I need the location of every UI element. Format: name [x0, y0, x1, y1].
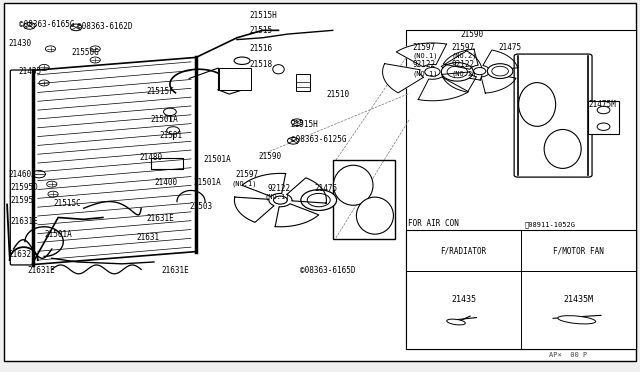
Text: 21475: 21475 — [315, 184, 338, 193]
Text: 21501: 21501 — [159, 131, 182, 141]
Text: 21590: 21590 — [461, 30, 484, 39]
Circle shape — [301, 190, 337, 211]
Text: (NO.2): (NO.2) — [452, 70, 477, 77]
Text: (NO.1): (NO.1) — [232, 180, 257, 187]
Polygon shape — [383, 64, 424, 93]
Circle shape — [273, 196, 287, 204]
Bar — [406, 31, 636, 349]
Text: 21400: 21400 — [154, 178, 177, 187]
Text: (NO.1): (NO.1) — [264, 194, 290, 201]
Text: 21460J: 21460J — [8, 170, 36, 179]
Text: 21550G: 21550G — [71, 48, 99, 57]
Text: (NO.1): (NO.1) — [413, 70, 438, 77]
Text: (NO.2): (NO.2) — [452, 52, 477, 59]
Bar — [588, 101, 619, 134]
Text: 21435: 21435 — [19, 67, 42, 76]
Polygon shape — [234, 197, 274, 222]
Polygon shape — [242, 173, 285, 196]
Text: ©08363-6162D: ©08363-6162D — [77, 22, 133, 31]
Text: 21480: 21480 — [140, 153, 163, 161]
Text: 21631E: 21631E — [11, 217, 38, 226]
Polygon shape — [418, 77, 468, 101]
Text: FOR AIR CON: FOR AIR CON — [408, 219, 459, 228]
Text: 21515C: 21515C — [53, 199, 81, 208]
Text: 21631: 21631 — [136, 233, 159, 243]
Text: 21590: 21590 — [259, 152, 282, 161]
Text: F/MOTOR FAN: F/MOTOR FAN — [553, 246, 604, 255]
Text: 21597: 21597 — [236, 170, 259, 179]
Text: 92122: 92122 — [452, 60, 475, 69]
Ellipse shape — [518, 83, 556, 126]
Text: 21595: 21595 — [11, 196, 34, 205]
Ellipse shape — [273, 65, 284, 74]
Text: 21475: 21475 — [499, 42, 522, 51]
Polygon shape — [444, 49, 478, 69]
Ellipse shape — [544, 129, 581, 169]
Text: ©08363-6165G: ©08363-6165G — [19, 20, 74, 29]
Text: 21515: 21515 — [250, 26, 273, 35]
Text: ⓝ08911-1052G: ⓝ08911-1052G — [524, 222, 575, 228]
Text: 21430: 21430 — [8, 39, 31, 48]
Ellipse shape — [333, 165, 373, 205]
Ellipse shape — [287, 137, 299, 144]
Polygon shape — [275, 204, 319, 227]
Polygon shape — [396, 43, 447, 67]
Circle shape — [474, 68, 486, 75]
Text: 21595D: 21595D — [11, 183, 38, 192]
Text: 21503: 21503 — [189, 202, 212, 211]
Text: 21518: 21518 — [250, 60, 273, 69]
Text: 21435: 21435 — [451, 295, 476, 304]
Circle shape — [487, 64, 513, 78]
Text: 21597: 21597 — [413, 42, 436, 51]
Text: 21516: 21516 — [250, 44, 273, 53]
Text: 21501A: 21501A — [44, 230, 72, 240]
Text: F/RADIATOR: F/RADIATOR — [440, 246, 487, 255]
Circle shape — [442, 62, 473, 81]
Polygon shape — [441, 51, 482, 80]
Circle shape — [425, 67, 440, 76]
Polygon shape — [287, 178, 326, 203]
Text: 21631E: 21631E — [162, 266, 189, 275]
Text: 21631E: 21631E — [147, 214, 174, 223]
Ellipse shape — [447, 319, 465, 325]
Text: ©08363-6165D: ©08363-6165D — [300, 266, 355, 275]
Text: 21515H: 21515H — [250, 11, 278, 20]
Text: ©08363-6125G: ©08363-6125G — [291, 135, 346, 144]
Ellipse shape — [291, 119, 303, 126]
Text: 21515F: 21515F — [147, 87, 174, 96]
Text: 21435M: 21435M — [564, 295, 594, 304]
Polygon shape — [481, 73, 516, 93]
Ellipse shape — [558, 316, 596, 324]
Bar — [406, 231, 636, 349]
Text: AP×  00 P: AP× 00 P — [548, 352, 587, 357]
Ellipse shape — [70, 24, 82, 31]
Text: 21501A: 21501A — [193, 178, 221, 187]
Ellipse shape — [356, 197, 394, 234]
Text: 21515H: 21515H — [291, 121, 318, 129]
Text: 92122: 92122 — [413, 60, 436, 69]
Text: 21501A: 21501A — [204, 155, 232, 164]
Text: 21631E: 21631E — [28, 266, 55, 275]
FancyBboxPatch shape — [10, 70, 33, 265]
Polygon shape — [442, 72, 476, 92]
Bar — [296, 74, 310, 92]
Text: 92122: 92122 — [268, 184, 291, 193]
FancyBboxPatch shape — [514, 54, 592, 177]
Text: 21632: 21632 — [8, 250, 31, 259]
Ellipse shape — [234, 57, 250, 64]
Text: 21501A: 21501A — [151, 115, 179, 124]
Text: 21510: 21510 — [326, 90, 349, 99]
Text: 21475M: 21475M — [588, 100, 616, 109]
Ellipse shape — [24, 23, 35, 29]
Text: 21597: 21597 — [452, 42, 475, 51]
Polygon shape — [483, 50, 518, 70]
Bar — [219, 68, 251, 90]
Text: (NO.1): (NO.1) — [413, 52, 438, 59]
